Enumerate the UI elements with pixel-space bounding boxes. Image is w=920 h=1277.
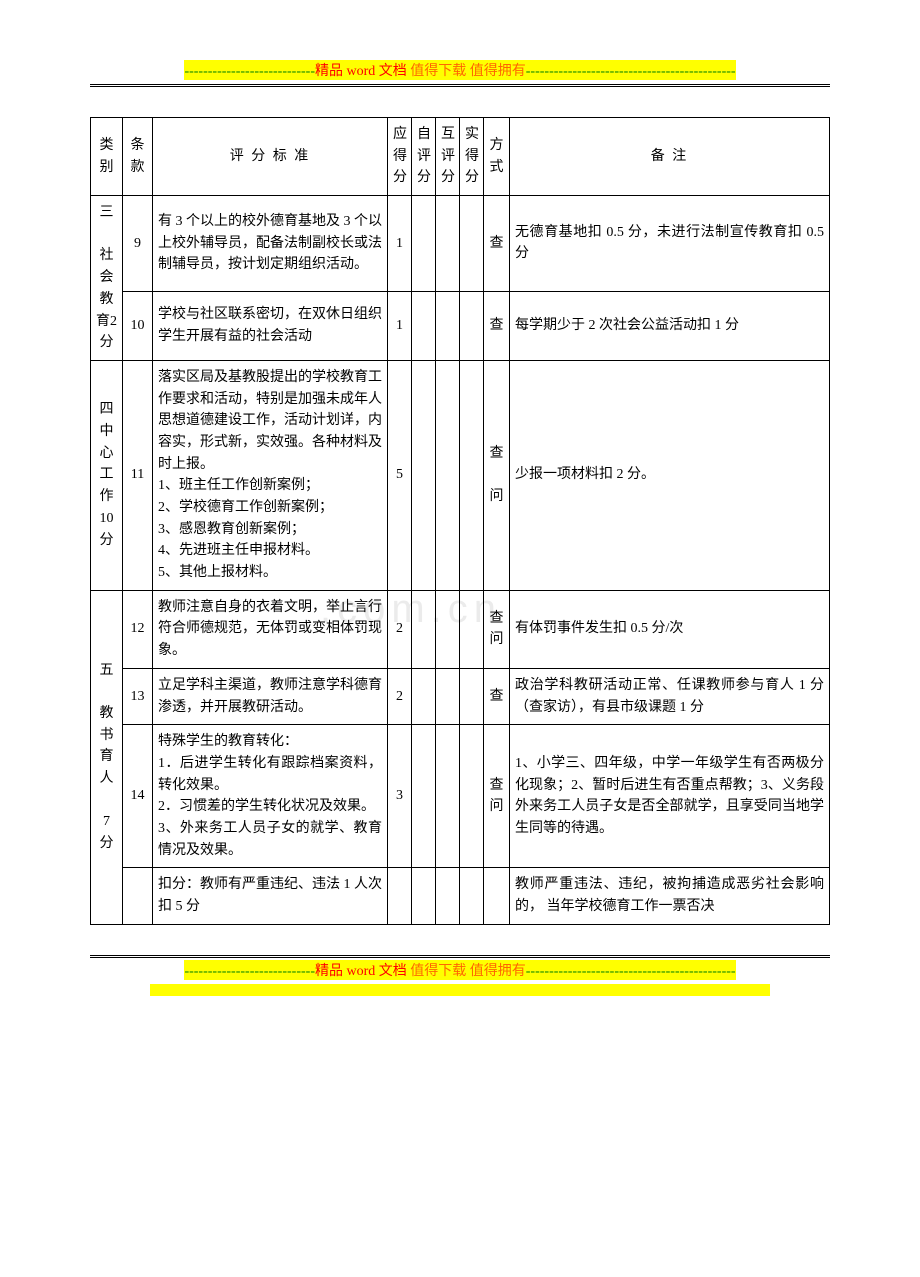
cell-self [412, 590, 436, 668]
table-row: 扣分：教师有严重违纪、违法 1 人次扣 5 分 教师严重违法、违纪，被拘捕造成恶劣… [91, 868, 830, 924]
banner-text-orange: 值得下载 值得拥有 [407, 64, 526, 79]
th-category: 类别 [91, 118, 123, 196]
cell-item [123, 868, 153, 924]
cell-self [412, 196, 436, 292]
cell-note: 无德育基地扣 0.5 分，未进行法制宣传教育扣 0.5 分 [510, 196, 830, 292]
cell-category: 四 中心工作 10 分 [91, 360, 123, 590]
th-peer: 互评分 [436, 118, 460, 196]
cell-standard: 特殊学生的教育转化： 1．后进学生转化有跟踪档案资料，转化效果。 2．习惯差的学… [153, 725, 388, 868]
banner-dash-left: ---------------------------- [184, 64, 315, 79]
th-item: 条款 [123, 118, 153, 196]
banner2-dash-left: ---------------------------- [184, 964, 315, 979]
cell-standard: 扣分：教师有严重违纪、违法 1 人次扣 5 分 [153, 868, 388, 924]
cell-self [412, 868, 436, 924]
cell-peer [436, 668, 460, 724]
cell-self [412, 725, 436, 868]
table-row: 10学校与社区联系密切，在双休日组织学生开展有益的社会活动1 查每学期少于 2 次… [91, 291, 830, 360]
cell-due: 1 [388, 291, 412, 360]
cell-item: 13 [123, 668, 153, 724]
cell-real [460, 725, 484, 868]
table-row: 四 中心工作 10 分11落实区局及基教股提出的学校教育工作要求和活动，特别是加… [91, 360, 830, 590]
cell-real [460, 196, 484, 292]
cell-real [460, 360, 484, 590]
cell-peer [436, 291, 460, 360]
banner2-text-orange: 值得下载 值得拥有 [407, 964, 526, 979]
cell-standard: 教师注意自身的衣着文明，举止言行符合师德规范，无体罚或变相体罚现象。 [153, 590, 388, 668]
cell-due: 2 [388, 590, 412, 668]
cell-note: 少报一项材料扣 2 分。 [510, 360, 830, 590]
top-divider [90, 84, 830, 87]
bottom-banner-inner: ----------------------------精品 word 文档 值… [184, 960, 735, 980]
cell-category: 五 教书育人 7 分 [91, 590, 123, 924]
table-wrapper: .com.cn 类别 条款 评 分 标 准 应得分 自评分 互评分 实得分 方式… [90, 117, 830, 925]
th-standard: 评 分 标 准 [153, 118, 388, 196]
cell-mode: 查问 [484, 725, 510, 868]
bottom-divider [90, 955, 830, 958]
cell-standard: 有 3 个以上的校外德育基地及 3 个以上校外辅导员，配备法制副校长或法制辅导员… [153, 196, 388, 292]
cell-self [412, 360, 436, 590]
banner2-dash-right: ----------------------------------------… [526, 964, 736, 979]
cell-peer [436, 725, 460, 868]
th-mode: 方式 [484, 118, 510, 196]
top-banner: ----------------------------精品 word 文档 值… [90, 60, 830, 80]
cell-note: 政治学科教研活动正常、任课教师参与育人 1 分（查家访），有县市级课题 1 分 [510, 668, 830, 724]
cell-peer [436, 196, 460, 292]
banner-text-red: 精品 word 文档 [315, 64, 407, 79]
cell-standard: 落实区局及基教股提出的学校教育工作要求和活动，特别是加强未成年人思想道德建设工作… [153, 360, 388, 590]
cell-item: 10 [123, 291, 153, 360]
th-self: 自评分 [412, 118, 436, 196]
cell-peer [436, 868, 460, 924]
cell-item: 14 [123, 725, 153, 868]
cell-due: 2 [388, 668, 412, 724]
cell-self [412, 291, 436, 360]
banner-dash-right: ----------------------------------------… [526, 64, 736, 79]
banner2-text-red: 精品 word 文档 [315, 964, 407, 979]
cell-peer [436, 360, 460, 590]
table-head: 类别 条款 评 分 标 准 应得分 自评分 互评分 实得分 方式 备 注 [91, 118, 830, 196]
bottom-banner: ----------------------------精品 word 文档 值… [90, 960, 830, 980]
cell-note: 有体罚事件发生扣 0.5 分/次 [510, 590, 830, 668]
cell-due: 3 [388, 725, 412, 868]
cell-mode: 查 问 [484, 360, 510, 590]
cell-mode: 查 [484, 668, 510, 724]
cell-standard: 学校与社区联系密切，在双休日组织学生开展有益的社会活动 [153, 291, 388, 360]
cell-mode [484, 868, 510, 924]
table-body: 三 社会教育2 分9有 3 个以上的校外德育基地及 3 个以上校外辅导员，配备法… [91, 196, 830, 925]
table-row: 五 教书育人 7 分12教师注意自身的衣着文明，举止言行符合师德规范，无体罚或变… [91, 590, 830, 668]
table-row: 14特殊学生的教育转化： 1．后进学生转化有跟踪档案资料，转化效果。 2．习惯差… [91, 725, 830, 868]
table-row: 三 社会教育2 分9有 3 个以上的校外德育基地及 3 个以上校外辅导员，配备法… [91, 196, 830, 292]
th-real: 实得分 [460, 118, 484, 196]
cell-note: 1、小学三、四年级，中学一年级学生有否两极分化现象；2、暂时后进生有否重点帮教；… [510, 725, 830, 868]
cell-note: 每学期少于 2 次社会公益活动扣 1 分 [510, 291, 830, 360]
cell-mode: 查 [484, 291, 510, 360]
cell-real [460, 590, 484, 668]
cell-standard: 立足学科主渠道，教师注意学科德育渗透，并开展教研活动。 [153, 668, 388, 724]
cell-self [412, 668, 436, 724]
cell-real [460, 291, 484, 360]
cell-due: 1 [388, 196, 412, 292]
cell-item: 11 [123, 360, 153, 590]
cell-item: 9 [123, 196, 153, 292]
bottom-yellow-bar [150, 984, 770, 996]
cell-mode: 查问 [484, 590, 510, 668]
cell-item: 12 [123, 590, 153, 668]
cell-real [460, 868, 484, 924]
scoring-table: 类别 条款 评 分 标 准 应得分 自评分 互评分 实得分 方式 备 注 三 社… [90, 117, 830, 925]
cell-due [388, 868, 412, 924]
cell-note: 教师严重违法、违纪，被拘捕造成恶劣社会影响的， 当年学校德育工作一票否决 [510, 868, 830, 924]
cell-peer [436, 590, 460, 668]
table-row: 13立足学科主渠道，教师注意学科德育渗透，并开展教研活动。2 查政治学科教研活动正… [91, 668, 830, 724]
cell-mode: 查 [484, 196, 510, 292]
th-due: 应得分 [388, 118, 412, 196]
cell-category: 三 社会教育2 分 [91, 196, 123, 361]
th-note: 备 注 [510, 118, 830, 196]
top-banner-inner: ----------------------------精品 word 文档 值… [184, 60, 735, 80]
cell-due: 5 [388, 360, 412, 590]
cell-real [460, 668, 484, 724]
